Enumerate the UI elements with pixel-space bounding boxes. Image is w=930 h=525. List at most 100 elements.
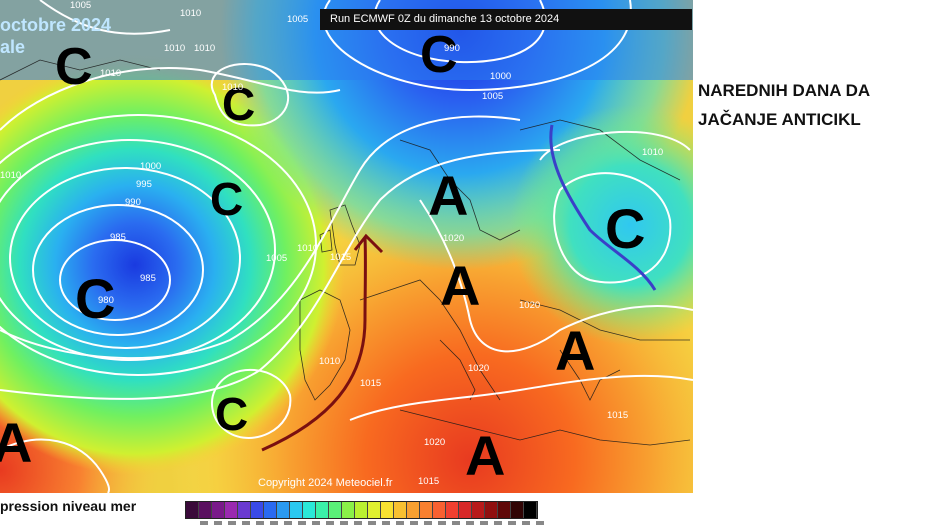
isobar-label: 1020	[424, 437, 445, 448]
legend-swatch	[355, 502, 368, 518]
legend-tick	[536, 521, 544, 525]
legend-swatch	[511, 502, 524, 518]
legend-tick	[214, 521, 222, 525]
legend-swatch	[251, 502, 264, 518]
run-banner: Run ECMWF 0Z du dimanche 13 octobre 2024	[320, 9, 692, 30]
legend-tick	[354, 521, 362, 525]
legend-swatch	[277, 502, 290, 518]
side-caption-line2: JAČANJE ANTICIKL	[698, 110, 861, 129]
isobar-label: 985	[110, 232, 126, 243]
isobar-label: 1010	[194, 43, 215, 54]
low-symbol: C	[605, 197, 645, 260]
coastlines	[0, 59, 691, 446]
high-symbol: A	[555, 319, 595, 382]
legend-tick	[452, 521, 460, 525]
pressure-symbols: C C C C C C C A A A A A	[0, 26, 645, 487]
copyright-text: Copyright 2024 Meteociel.fr	[258, 477, 393, 489]
legend-swatch	[485, 502, 498, 518]
legend-swatch	[394, 502, 407, 518]
legend-swatch	[381, 502, 394, 518]
isobar-label: 1020	[519, 300, 540, 311]
map-corner-title-line2: ale	[0, 37, 26, 57]
isobar-label: 990	[444, 43, 460, 54]
legend-swatch	[225, 502, 238, 518]
legend-tick	[438, 521, 446, 525]
legend-swatch	[186, 502, 199, 518]
legend-tick	[340, 521, 348, 525]
legend-tick	[396, 521, 404, 525]
legend-swatch	[472, 502, 485, 518]
isobar-label: 1005	[482, 91, 503, 102]
legend-swatch	[342, 502, 355, 518]
legend-swatch	[433, 502, 446, 518]
legend-swatch	[368, 502, 381, 518]
legend-tick	[466, 521, 474, 525]
legend-tick	[494, 521, 502, 525]
isobar-label: 1005	[287, 14, 308, 25]
isobar-label: 1010	[0, 170, 21, 181]
high-symbol: A	[440, 254, 480, 317]
isobar-label: 995	[136, 179, 152, 190]
legend-tick	[326, 521, 334, 525]
low-symbol: C	[55, 38, 93, 96]
low-symbol: C	[222, 78, 255, 130]
isobar-label: 1015	[330, 252, 351, 263]
high-symbol: A	[0, 411, 32, 474]
isobars	[0, 0, 693, 493]
legend-swatch	[420, 502, 433, 518]
isobar-labels: 1005 1010 1010 1010 1010 1005 990 1000 1…	[0, 0, 663, 487]
isobar-label: 1010	[100, 68, 121, 79]
legend-swatch	[290, 502, 303, 518]
legend-swatch	[238, 502, 251, 518]
legend-tick	[200, 521, 208, 525]
high-symbol: A	[428, 164, 468, 227]
legend-swatch	[329, 502, 342, 518]
low-symbol: C	[215, 388, 248, 440]
legend-tick	[256, 521, 264, 525]
isobar-label: 1000	[490, 71, 511, 82]
high-symbol: A	[465, 424, 505, 487]
low-symbol: C	[420, 26, 458, 84]
legend-swatch	[303, 502, 316, 518]
isobar-label: 1010	[642, 147, 663, 158]
legend-swatch	[264, 502, 277, 518]
legend-color-scale	[185, 501, 538, 519]
legend-swatch	[212, 502, 225, 518]
map-corner-title: octobre 2024 ale	[0, 14, 111, 58]
trough-line	[549, 124, 657, 291]
legend-tick	[368, 521, 376, 525]
legend-tick	[410, 521, 418, 525]
legend-tick	[242, 521, 250, 525]
legend-swatch	[316, 502, 329, 518]
legend-tick	[522, 521, 530, 525]
legend-ticks	[200, 521, 550, 525]
isobar-label: 1015	[360, 378, 381, 389]
legend-swatch	[498, 502, 511, 518]
isobar-label: 1010	[297, 243, 318, 254]
legend-tick	[270, 521, 278, 525]
legend-tick	[298, 521, 306, 525]
isobar-label: 1020	[443, 233, 464, 244]
isobar-label: 1020	[468, 363, 489, 374]
isobar-label: 1010	[180, 8, 201, 19]
isobar-label: 1005	[70, 0, 91, 11]
legend-label: pression niveau mer	[0, 498, 137, 514]
ridge-arrow-head	[353, 233, 384, 254]
legend-swatch	[459, 502, 472, 518]
legend-tick	[508, 521, 516, 525]
isobar-label: 1015	[607, 410, 628, 421]
legend-tick	[382, 521, 390, 525]
low-symbol: C	[210, 173, 243, 225]
legend-tick	[424, 521, 432, 525]
legend-tick	[284, 521, 292, 525]
isobar-label: 1000	[140, 161, 161, 172]
isobar-label: 1005	[266, 253, 287, 264]
isobar-label: 1015	[418, 476, 439, 487]
legend-swatch	[446, 502, 459, 518]
isobar-label: 990	[125, 197, 141, 208]
isobar-label: 1010	[222, 82, 243, 93]
weather-map: C C C C C C C A A A A A 1005 1010 1010 1…	[0, 0, 693, 493]
legend-swatch	[407, 502, 420, 518]
legend-tick	[312, 521, 320, 525]
ridge-arrow	[261, 237, 367, 452]
